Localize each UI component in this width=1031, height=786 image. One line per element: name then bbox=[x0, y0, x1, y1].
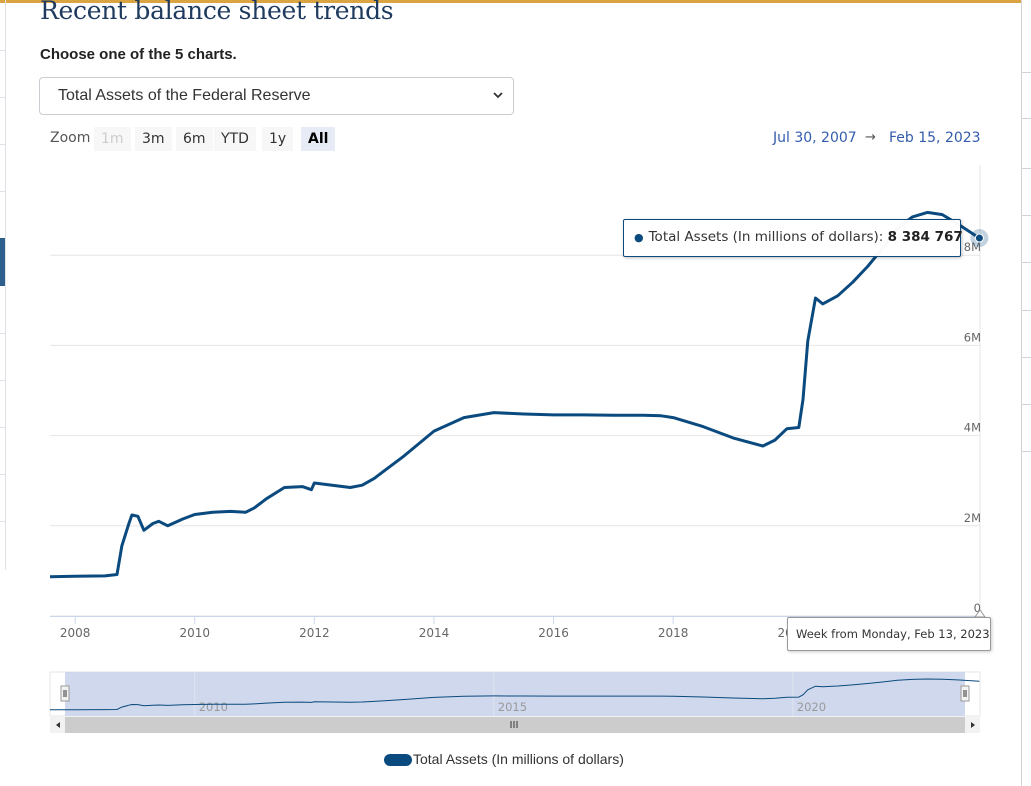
chevron-down-icon bbox=[493, 92, 503, 99]
navigator-left-handle[interactable] bbox=[60, 685, 70, 702]
y-tick-label: 8M bbox=[964, 240, 981, 254]
x-tick-label: 2008 bbox=[60, 626, 91, 640]
zoom-button-6m[interactable]: 6m bbox=[176, 127, 213, 151]
x-tick-label: 2014 bbox=[419, 626, 450, 640]
y-tick-label: 2M bbox=[964, 511, 981, 525]
total-assets-series-line bbox=[49, 210, 981, 579]
top-accent-bar bbox=[0, 0, 1031, 3]
chart-select-dropdown[interactable]: Total Assets of the Federal Reserve bbox=[39, 77, 514, 115]
scroll-right-arrow-icon bbox=[971, 722, 975, 728]
handle-body bbox=[60, 685, 70, 702]
left-rail-active-indicator bbox=[0, 238, 5, 286]
zoom-button-1y[interactable]: 1y bbox=[262, 127, 294, 151]
x-tick-label: 2010 bbox=[179, 626, 210, 640]
tooltip-value: 8 384 767 bbox=[887, 229, 963, 245]
y-tick-label: 0 bbox=[974, 601, 981, 615]
page-title: Recent balance sheet trends bbox=[40, 0, 394, 25]
range-from-date[interactable]: Jul 30, 2007 bbox=[773, 130, 857, 146]
crosshair-x-label: Week from Monday, Feb 13, 2023 bbox=[787, 617, 991, 651]
navigator-scrollbar[interactable] bbox=[50, 717, 980, 733]
right-side-panel bbox=[1021, 0, 1031, 786]
y-tick-label: 6M bbox=[964, 330, 981, 344]
zoom-label: Zoom bbox=[50, 130, 91, 146]
navigator-series-line bbox=[50, 678, 980, 711]
range-to-date[interactable]: Feb 15, 2023 bbox=[889, 130, 981, 146]
left-navigation-rail bbox=[0, 0, 6, 570]
range-arrow: → bbox=[865, 130, 876, 145]
zoom-button-3m[interactable]: 3m bbox=[135, 127, 172, 151]
zoom-button-all[interactable]: All bbox=[301, 127, 336, 151]
legend-symbol bbox=[384, 754, 412, 766]
series-tooltip: ● Total Assets (In millions of dollars): … bbox=[623, 219, 963, 257]
y-tick-label: 4M bbox=[964, 421, 981, 435]
navigator-selected-range bbox=[65, 672, 965, 716]
tooltip-series-dot: ● bbox=[634, 231, 644, 244]
navigator-tick-label: 2020 bbox=[797, 700, 826, 714]
handle-body bbox=[960, 685, 970, 702]
zoom-button-1m[interactable]: 1m bbox=[94, 127, 131, 151]
x-tick-label: 2012 bbox=[299, 626, 330, 640]
hover-point bbox=[974, 233, 984, 243]
chart-chooser-label: Choose one of the 5 charts. bbox=[40, 46, 237, 63]
legend-label: Total Assets (In millions of dollars) bbox=[413, 751, 624, 767]
navigator-tick-label: 2010 bbox=[199, 700, 228, 714]
scrollbar-thumb bbox=[65, 717, 965, 733]
chart-select-value: Total Assets of the Federal Reserve bbox=[58, 87, 311, 104]
x-tick-label: 2016 bbox=[538, 626, 569, 640]
scroll-left-arrow-icon bbox=[56, 722, 60, 728]
tooltip-series-label: Total Assets (In millions of dollars): bbox=[648, 229, 888, 245]
zoom-button-ytd[interactable]: YTD bbox=[214, 127, 256, 151]
navigator-tick-label: 2015 bbox=[498, 700, 527, 714]
navigator-right-handle[interactable] bbox=[960, 685, 970, 702]
x-tick-label: 2018 bbox=[658, 626, 689, 640]
